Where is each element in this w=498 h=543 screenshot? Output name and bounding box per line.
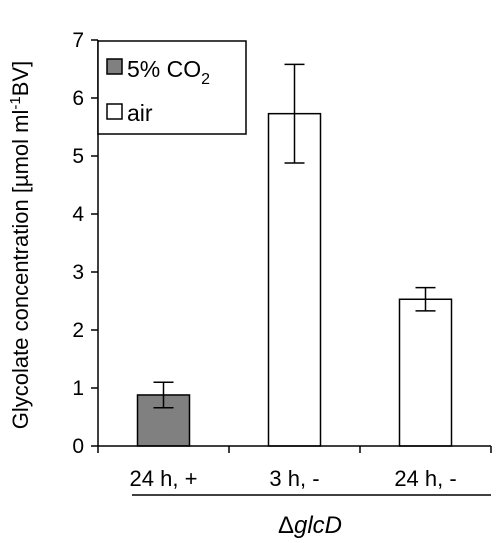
y-tick-label: 4	[72, 203, 84, 226]
y-tick-label: 6	[72, 87, 84, 110]
y-axis-label: Glycolate concentration [µmol ml-1BV]	[7, 61, 33, 429]
group-label: ΔglcD	[278, 512, 342, 539]
y-tick-label: 0	[72, 435, 84, 458]
y-tick-label: 1	[72, 377, 84, 400]
bars	[136, 112, 453, 447]
category-labels: 24 h, + 3 h, - 24 h, -	[130, 466, 457, 491]
y-tick-label: 2	[72, 319, 84, 342]
error-bars	[153, 63, 436, 409]
y-tick-label: 5	[72, 145, 84, 168]
bar	[398, 298, 453, 447]
category-label: 24 h, +	[130, 466, 198, 491]
y-axis-ticks: 0 1 2 3 4 5 6 7	[72, 29, 98, 458]
legend-label-air: air	[127, 100, 153, 126]
x-axis-ticks	[97, 446, 492, 453]
category-label: 24 h, -	[394, 466, 456, 491]
legend-box	[97, 40, 247, 135]
legend-label-co2: 5% CO2	[127, 56, 210, 88]
legend-swatch-air	[106, 103, 123, 120]
legend: 5% CO2 air	[97, 40, 247, 135]
category-label: 3 h, -	[269, 466, 319, 491]
y-tick-label: 7	[72, 29, 84, 52]
legend-swatch-co2	[106, 58, 123, 75]
y-axis-label-superscript: -1	[7, 96, 24, 109]
y-tick-label: 3	[72, 261, 84, 284]
